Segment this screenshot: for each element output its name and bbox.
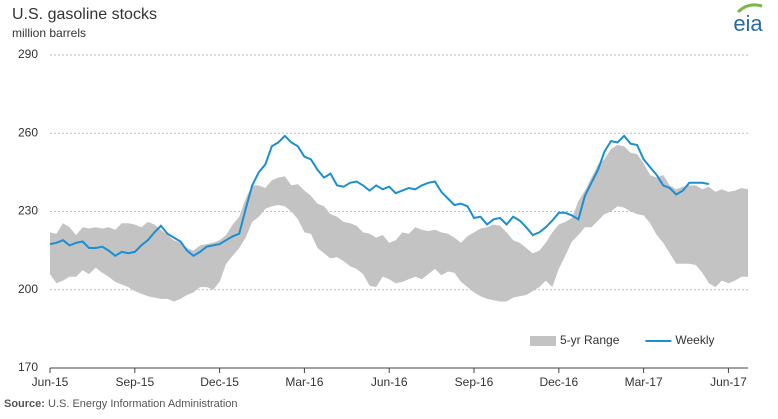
y-tick-label: 170: [18, 360, 38, 374]
chart-title: U.S. gasoline stocks: [12, 6, 157, 23]
legend-label: Weekly: [675, 333, 714, 347]
x-tick-label: Mar-16: [285, 375, 323, 389]
source-label: Source:: [4, 398, 45, 410]
x-tick-label: Jun-16: [371, 375, 408, 389]
x-tick-label: Mar-17: [625, 375, 663, 389]
logo: eia: [733, 11, 763, 36]
logo-swoosh: [736, 3, 763, 14]
x-tick-label: Dec-15: [200, 375, 239, 389]
x-tick-label: Sep-16: [455, 375, 494, 389]
x-tick-label: Dec-16: [539, 375, 578, 389]
y-tick-label: 230: [18, 204, 38, 218]
chart-subtitle: million barrels: [12, 26, 86, 40]
x-tick-label: Jun-17: [710, 375, 747, 389]
x-tick-label: Sep-15: [115, 375, 154, 389]
y-tick-label: 260: [18, 125, 38, 139]
source: U.S. Energy Information Administration: [48, 398, 238, 410]
line: [49, 134, 710, 258]
range-band: [50, 145, 748, 302]
legend-swatch: [530, 336, 556, 346]
y-tick-label: 200: [18, 282, 38, 296]
legend-label: 5-yr Range: [560, 333, 620, 347]
y-tick-label: 290: [18, 47, 38, 61]
x-tick-label: Jun-15: [32, 375, 69, 389]
